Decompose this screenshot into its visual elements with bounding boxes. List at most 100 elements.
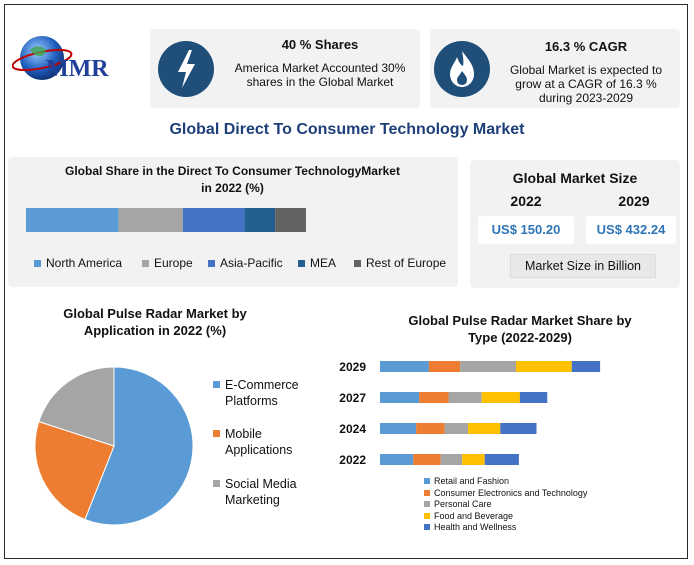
legend-label: Asia-Pacific bbox=[220, 256, 283, 270]
legend-label: Consumer Electronics and Technology bbox=[434, 487, 588, 498]
legend-label: Social Media Marketing bbox=[225, 477, 297, 507]
legend-swatch bbox=[142, 259, 149, 267]
share-bar-chart bbox=[26, 208, 306, 232]
pie-title-2: Application in 2022 (%) bbox=[83, 323, 227, 338]
type-bar-label-2027: 2027 bbox=[339, 391, 366, 405]
logo-text: MMR bbox=[46, 56, 109, 82]
legend-swatch bbox=[213, 381, 220, 388]
type-bar-label-2024: 2024 bbox=[339, 422, 366, 436]
pie-legend-item-social-media-marketing: Social Media Marketing bbox=[213, 476, 323, 510]
market-size-year-2029: 2029 bbox=[618, 193, 650, 209]
legend-swatch bbox=[208, 259, 215, 267]
legend-label: Mobile Applications bbox=[225, 427, 293, 457]
stat-cagr-text-2: grow at a CAGR of 16.3 % bbox=[515, 77, 657, 91]
stat-cagr-text-1: Global Market is expected to bbox=[509, 63, 663, 77]
legend-label: North America bbox=[46, 256, 123, 270]
type-bar-2027-food-and-beverage bbox=[481, 392, 520, 403]
type-legend-item-consumer-electronics-and-technology: Consumer Electronics and Technology bbox=[424, 488, 587, 498]
legend-swatch bbox=[424, 501, 430, 507]
pie-legend-item-e-commerce-platforms: E-Commerce Platforms bbox=[213, 377, 323, 411]
legend-label: Rest of Europe bbox=[366, 256, 447, 270]
application-pie-chart bbox=[34, 366, 194, 526]
legend-swatch bbox=[424, 489, 430, 496]
stat-card-shares: 40 % Shares America Market Accounted 30%… bbox=[150, 29, 420, 108]
globe-icon bbox=[11, 36, 73, 80]
stat-shares-title: 40 % Shares bbox=[281, 37, 359, 52]
type-bar-2029-retail-and-fashion bbox=[380, 361, 429, 372]
type-title-2: Type (2022-2029) bbox=[468, 330, 572, 345]
market-size-value-2022: US$ 150.20 bbox=[478, 216, 574, 244]
page-title: Global Direct To Consumer Technology Mar… bbox=[169, 121, 525, 138]
lightning-icon bbox=[158, 41, 214, 97]
type-bar-2022-retail-and-fashion bbox=[380, 454, 414, 465]
market-size-title: Global Market Size bbox=[512, 170, 638, 186]
type-legend-item-health-and-wellness: Health and Wellness bbox=[424, 522, 516, 532]
pie-slice-social-media-marketing bbox=[38, 366, 115, 447]
type-bar-label-2029: 2029 bbox=[339, 360, 366, 374]
type-bar-2024-health-and-wellness bbox=[500, 423, 537, 434]
share-legend-item-europe: Europe bbox=[142, 256, 193, 270]
legend-label: Food and Beverage bbox=[434, 510, 514, 521]
type-bar-2024-personal-care bbox=[444, 423, 469, 434]
legend-label: Europe bbox=[154, 256, 193, 270]
type-legend-item-food-and-beverage: Food and Beverage bbox=[424, 511, 513, 521]
share-bar-segment-europe bbox=[118, 208, 183, 232]
type-bar-2027-personal-care bbox=[448, 392, 482, 403]
type-bar-2027-consumer-electronics-and-technology bbox=[419, 392, 449, 403]
market-size-value-2029: US$ 432.24 bbox=[586, 216, 676, 244]
type-legend-item-retail-and-fashion: Retail and Fashion bbox=[424, 476, 509, 486]
type-bar-2027-retail-and-fashion bbox=[380, 392, 420, 403]
share-chart-title-1: Global Share in the Direct To Consumer T… bbox=[65, 164, 400, 178]
flame-icon bbox=[434, 41, 490, 97]
pie-legend-item-mobile-applications: Mobile Applications bbox=[213, 426, 323, 460]
type-bar-2024-consumer-electronics-and-technology bbox=[416, 423, 445, 434]
share-chart-title-2: in 2022 (%) bbox=[201, 181, 264, 195]
type-bar-2024-food-and-beverage bbox=[468, 423, 501, 434]
type-bar-2022-consumer-electronics-and-technology bbox=[413, 454, 441, 465]
legend-label: MEA bbox=[310, 256, 337, 270]
stat-cagr-title: 16.3 % CAGR bbox=[544, 39, 628, 54]
type-bar-2027-health-and-wellness bbox=[519, 392, 548, 403]
type-bar-2029-personal-care bbox=[460, 361, 516, 372]
share-legend-item-north-america: North America bbox=[34, 256, 122, 270]
share-legend-item-mea: MEA bbox=[298, 256, 336, 270]
share-legend-item-asia-pacific: Asia-Pacific bbox=[208, 256, 283, 270]
pie-title-1: Global Pulse Radar Market by bbox=[63, 306, 247, 321]
legend-label: Retail and Fashion bbox=[434, 476, 510, 486]
type-bar-label-2022: 2022 bbox=[339, 453, 366, 467]
type-bar-2029-consumer-electronics-and-technology bbox=[428, 361, 461, 372]
legend-swatch bbox=[424, 478, 430, 484]
legend-label: E-Commerce Platforms bbox=[225, 378, 299, 408]
share-bar-segment-rest-of-europe bbox=[275, 208, 306, 232]
type-stacked-bar-chart: 2029 2027 2024 2022 bbox=[339, 360, 601, 467]
stat-shares-text-2: shares in the Global Market bbox=[246, 75, 394, 89]
legend-label: Personal Care bbox=[434, 499, 492, 509]
legend-swatch bbox=[34, 259, 41, 267]
stat-cagr-text-3: during 2023-2029 bbox=[538, 91, 634, 105]
type-bar-2029-health-and-wellness bbox=[571, 361, 601, 372]
type-bar-2022-food-and-beverage bbox=[462, 454, 485, 465]
share-bar-segment-asia-pacific bbox=[182, 208, 245, 232]
type-bar-2022-health-and-wellness bbox=[484, 454, 519, 465]
stat-card-cagr: 16.3 % CAGR Global Market is expected to… bbox=[430, 29, 680, 108]
pie-slice-e-commerce-platforms bbox=[84, 366, 194, 526]
share-bar-segment-mea bbox=[244, 208, 276, 232]
pie-slice-mobile-applications bbox=[34, 420, 115, 521]
legend-swatch bbox=[354, 259, 361, 267]
legend-label: Health and Wellness bbox=[434, 522, 517, 532]
type-bar-2022-personal-care bbox=[440, 454, 463, 465]
type-title-1: Global Pulse Radar Market Share by bbox=[408, 313, 632, 328]
legend-swatch bbox=[213, 480, 220, 487]
legend-swatch bbox=[424, 524, 430, 530]
stat-shares-text-1: America Market Accounted 30% bbox=[234, 61, 406, 75]
market-size-year-2022: 2022 bbox=[510, 193, 542, 209]
market-size-unit: Market Size in Billion bbox=[510, 254, 656, 278]
legend-swatch bbox=[424, 512, 430, 519]
legend-swatch bbox=[298, 259, 305, 267]
share-legend-item-rest-of-europe: Rest of Europe bbox=[354, 256, 446, 270]
logo: MMR bbox=[11, 30, 142, 90]
share-bar-segment-north-america bbox=[26, 208, 119, 232]
legend-swatch bbox=[213, 430, 220, 437]
type-bar-2029-food-and-beverage bbox=[515, 361, 572, 372]
type-legend-item-personal-care: Personal Care bbox=[424, 499, 492, 509]
